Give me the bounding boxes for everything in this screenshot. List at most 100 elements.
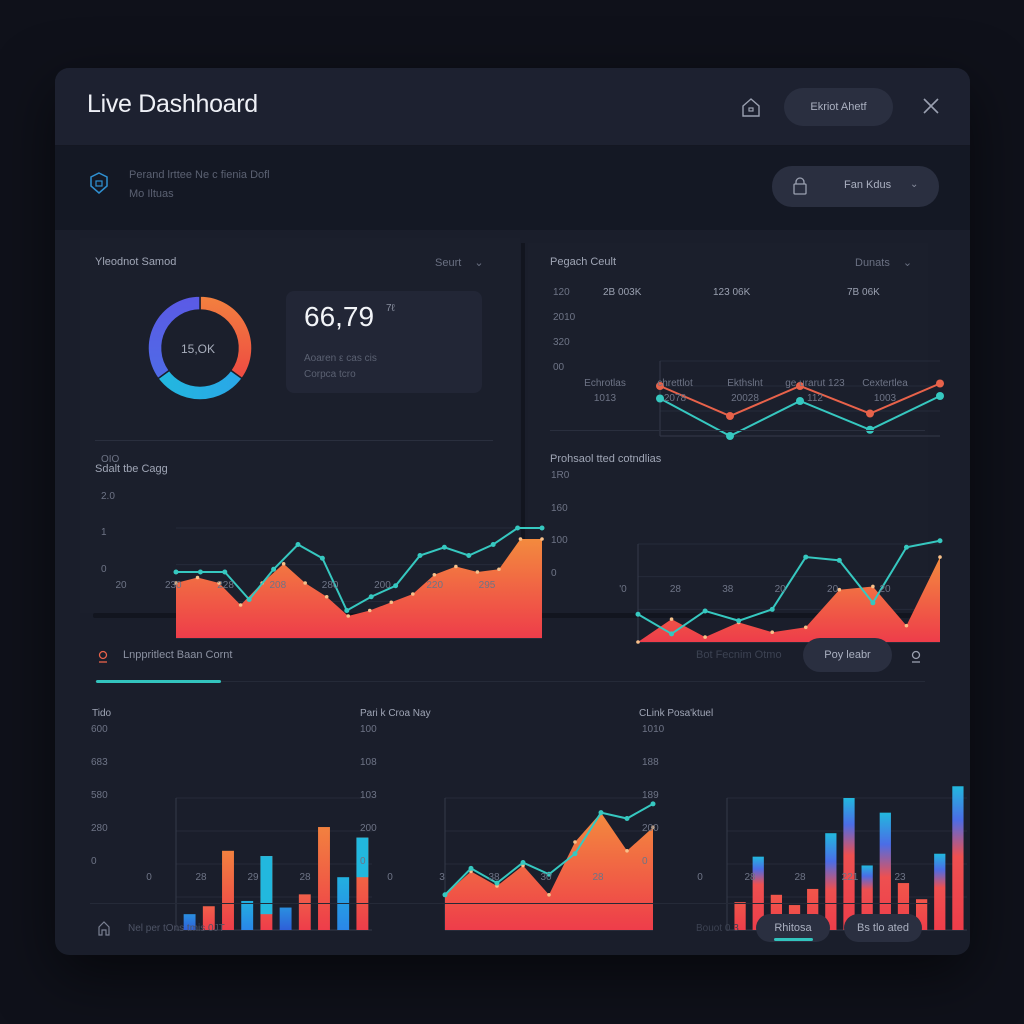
area1-area-point xyxy=(540,537,544,541)
y-tick-label: 2010 xyxy=(553,312,576,323)
donut-center-label: 15,OK xyxy=(181,342,216,356)
area2-chart xyxy=(635,538,943,644)
x-tick-label: 38 xyxy=(488,872,500,883)
donut-dropdown-label: Seurt xyxy=(435,257,462,269)
info-line-2: Mo Iltuas xyxy=(129,188,174,200)
y-tick-label: 600 xyxy=(91,724,108,735)
donut-chart xyxy=(147,295,253,401)
bars1-bar xyxy=(183,914,196,930)
kpi-value: 66,79 xyxy=(304,301,375,332)
x-tick-label: ge urarut 123 112 xyxy=(785,378,845,404)
x-tick-label: 29 xyxy=(247,872,259,883)
donut-slice xyxy=(147,295,201,380)
y-tick-label: 1 xyxy=(101,527,107,539)
kpi-delta: 7ℓ xyxy=(386,303,395,314)
line1-chart xyxy=(656,360,944,440)
line1-data-point xyxy=(866,425,874,434)
x-tick-label: 200 xyxy=(374,580,391,591)
y-tick-label: 200 xyxy=(642,823,659,834)
area3-data-point xyxy=(598,810,604,816)
close-icon[interactable] xyxy=(921,96,941,116)
area2-title: Prohsaol tted cotndlias xyxy=(550,453,662,465)
x-tick-label: 221 xyxy=(841,872,859,883)
area2-data-point xyxy=(769,606,775,612)
bars1-title: Tido xyxy=(92,708,112,719)
footer-divider xyxy=(90,903,930,904)
bars2-bar xyxy=(952,786,964,930)
x-tick-label: 220 xyxy=(426,580,444,591)
x-tick-label: 295 xyxy=(478,580,496,591)
footer-primary-indicator xyxy=(774,938,813,941)
bottom-tab-title[interactable]: Lnppritlect Baan Cornt xyxy=(123,649,233,661)
title-action-button[interactable]: Ekriot Ahetf xyxy=(784,88,893,126)
area1-area-point xyxy=(389,600,394,605)
y-tick-label: 160 xyxy=(551,502,568,514)
y-tick-label: 320 xyxy=(553,337,570,348)
area2-line-line xyxy=(637,539,941,636)
bars2-bar xyxy=(734,902,746,930)
area2-data-point xyxy=(736,618,742,624)
x-tick-label: 0 xyxy=(146,872,152,883)
area3-area-point xyxy=(573,840,577,844)
area2-data-point xyxy=(803,554,809,560)
bars2-bar xyxy=(897,883,910,930)
area3-data-point xyxy=(494,880,500,886)
area2-data-point xyxy=(836,557,842,563)
bars1-bar xyxy=(202,906,215,930)
area2-area-point xyxy=(669,617,674,621)
footer-secondary-button[interactable]: Bs tlo ated xyxy=(844,914,922,942)
x-tick-label: 20 xyxy=(827,584,839,595)
area1-area-point xyxy=(367,608,372,613)
filter-dropdown[interactable]: Fan Kdus ⌄ xyxy=(772,166,939,207)
area2-data-point xyxy=(669,631,675,637)
y-tick-label: 0 xyxy=(101,564,107,575)
area1-title: Sdalt tbe Cagg xyxy=(95,463,168,475)
y-tick-label: 100 xyxy=(360,724,377,735)
area3-area-point xyxy=(625,849,629,853)
section-divider xyxy=(95,440,493,441)
line-chart-dropdown[interactable]: Dunats ⌄ xyxy=(855,256,912,269)
footer-status: Nel per tOns tmis 0JT xyxy=(128,923,225,934)
bottom-action-button[interactable]: Poy leabr xyxy=(803,638,892,672)
info-line-1: Perand lrttee Ne c fienia Dofl xyxy=(129,169,270,181)
donut-dropdown[interactable]: Seurt ⌄ xyxy=(435,256,484,269)
area1-area-point xyxy=(454,564,458,569)
x-tick-label: 0 xyxy=(697,872,703,883)
line1-data-point xyxy=(726,432,734,440)
search-icon[interactable] xyxy=(910,650,922,664)
x-tick-label: 28 xyxy=(794,872,806,883)
donut-section-title: Yleodnot Samod xyxy=(95,256,177,268)
line1-data-point xyxy=(656,394,664,403)
home-icon[interactable] xyxy=(739,95,763,119)
area1-data-point xyxy=(539,525,545,531)
x-tick-label: '0 xyxy=(619,584,627,595)
dashboard-window: Live Dashhoard Ekriot Ahetf Perand lrtte… xyxy=(55,68,970,955)
area3-data-point xyxy=(520,860,526,866)
y-tick-label: 103 xyxy=(360,790,377,801)
y-tick-label: 200 xyxy=(360,823,377,834)
bars2-bar xyxy=(934,853,946,930)
bars1-chart xyxy=(175,797,372,931)
area1-area-point xyxy=(497,567,501,572)
line1-annotation: 2B 003K xyxy=(603,287,642,298)
line1-data-point xyxy=(656,382,664,390)
footer-primary-button[interactable]: Rhitosa xyxy=(756,914,830,942)
y-tick-label: 1010 xyxy=(642,724,665,735)
house-icon xyxy=(98,921,110,936)
bars2-bar xyxy=(879,812,891,930)
bars2-bar xyxy=(861,865,873,930)
y-tick-label: 0 xyxy=(642,856,648,867)
area1-data-point xyxy=(222,569,228,575)
y-tick-label: 108 xyxy=(360,757,377,768)
area1-data-point xyxy=(441,544,447,550)
area2-data-point xyxy=(870,600,876,606)
area1-area-point xyxy=(303,581,307,585)
right-panel xyxy=(528,243,928,613)
x-tick-label: 30 xyxy=(540,872,552,883)
area1-data-point xyxy=(246,597,252,602)
area1-data-point xyxy=(197,569,203,575)
area2-area-point xyxy=(803,625,808,630)
area1-area-point xyxy=(432,572,437,577)
area1-data-point xyxy=(490,542,496,547)
area1-area-point xyxy=(195,575,200,580)
